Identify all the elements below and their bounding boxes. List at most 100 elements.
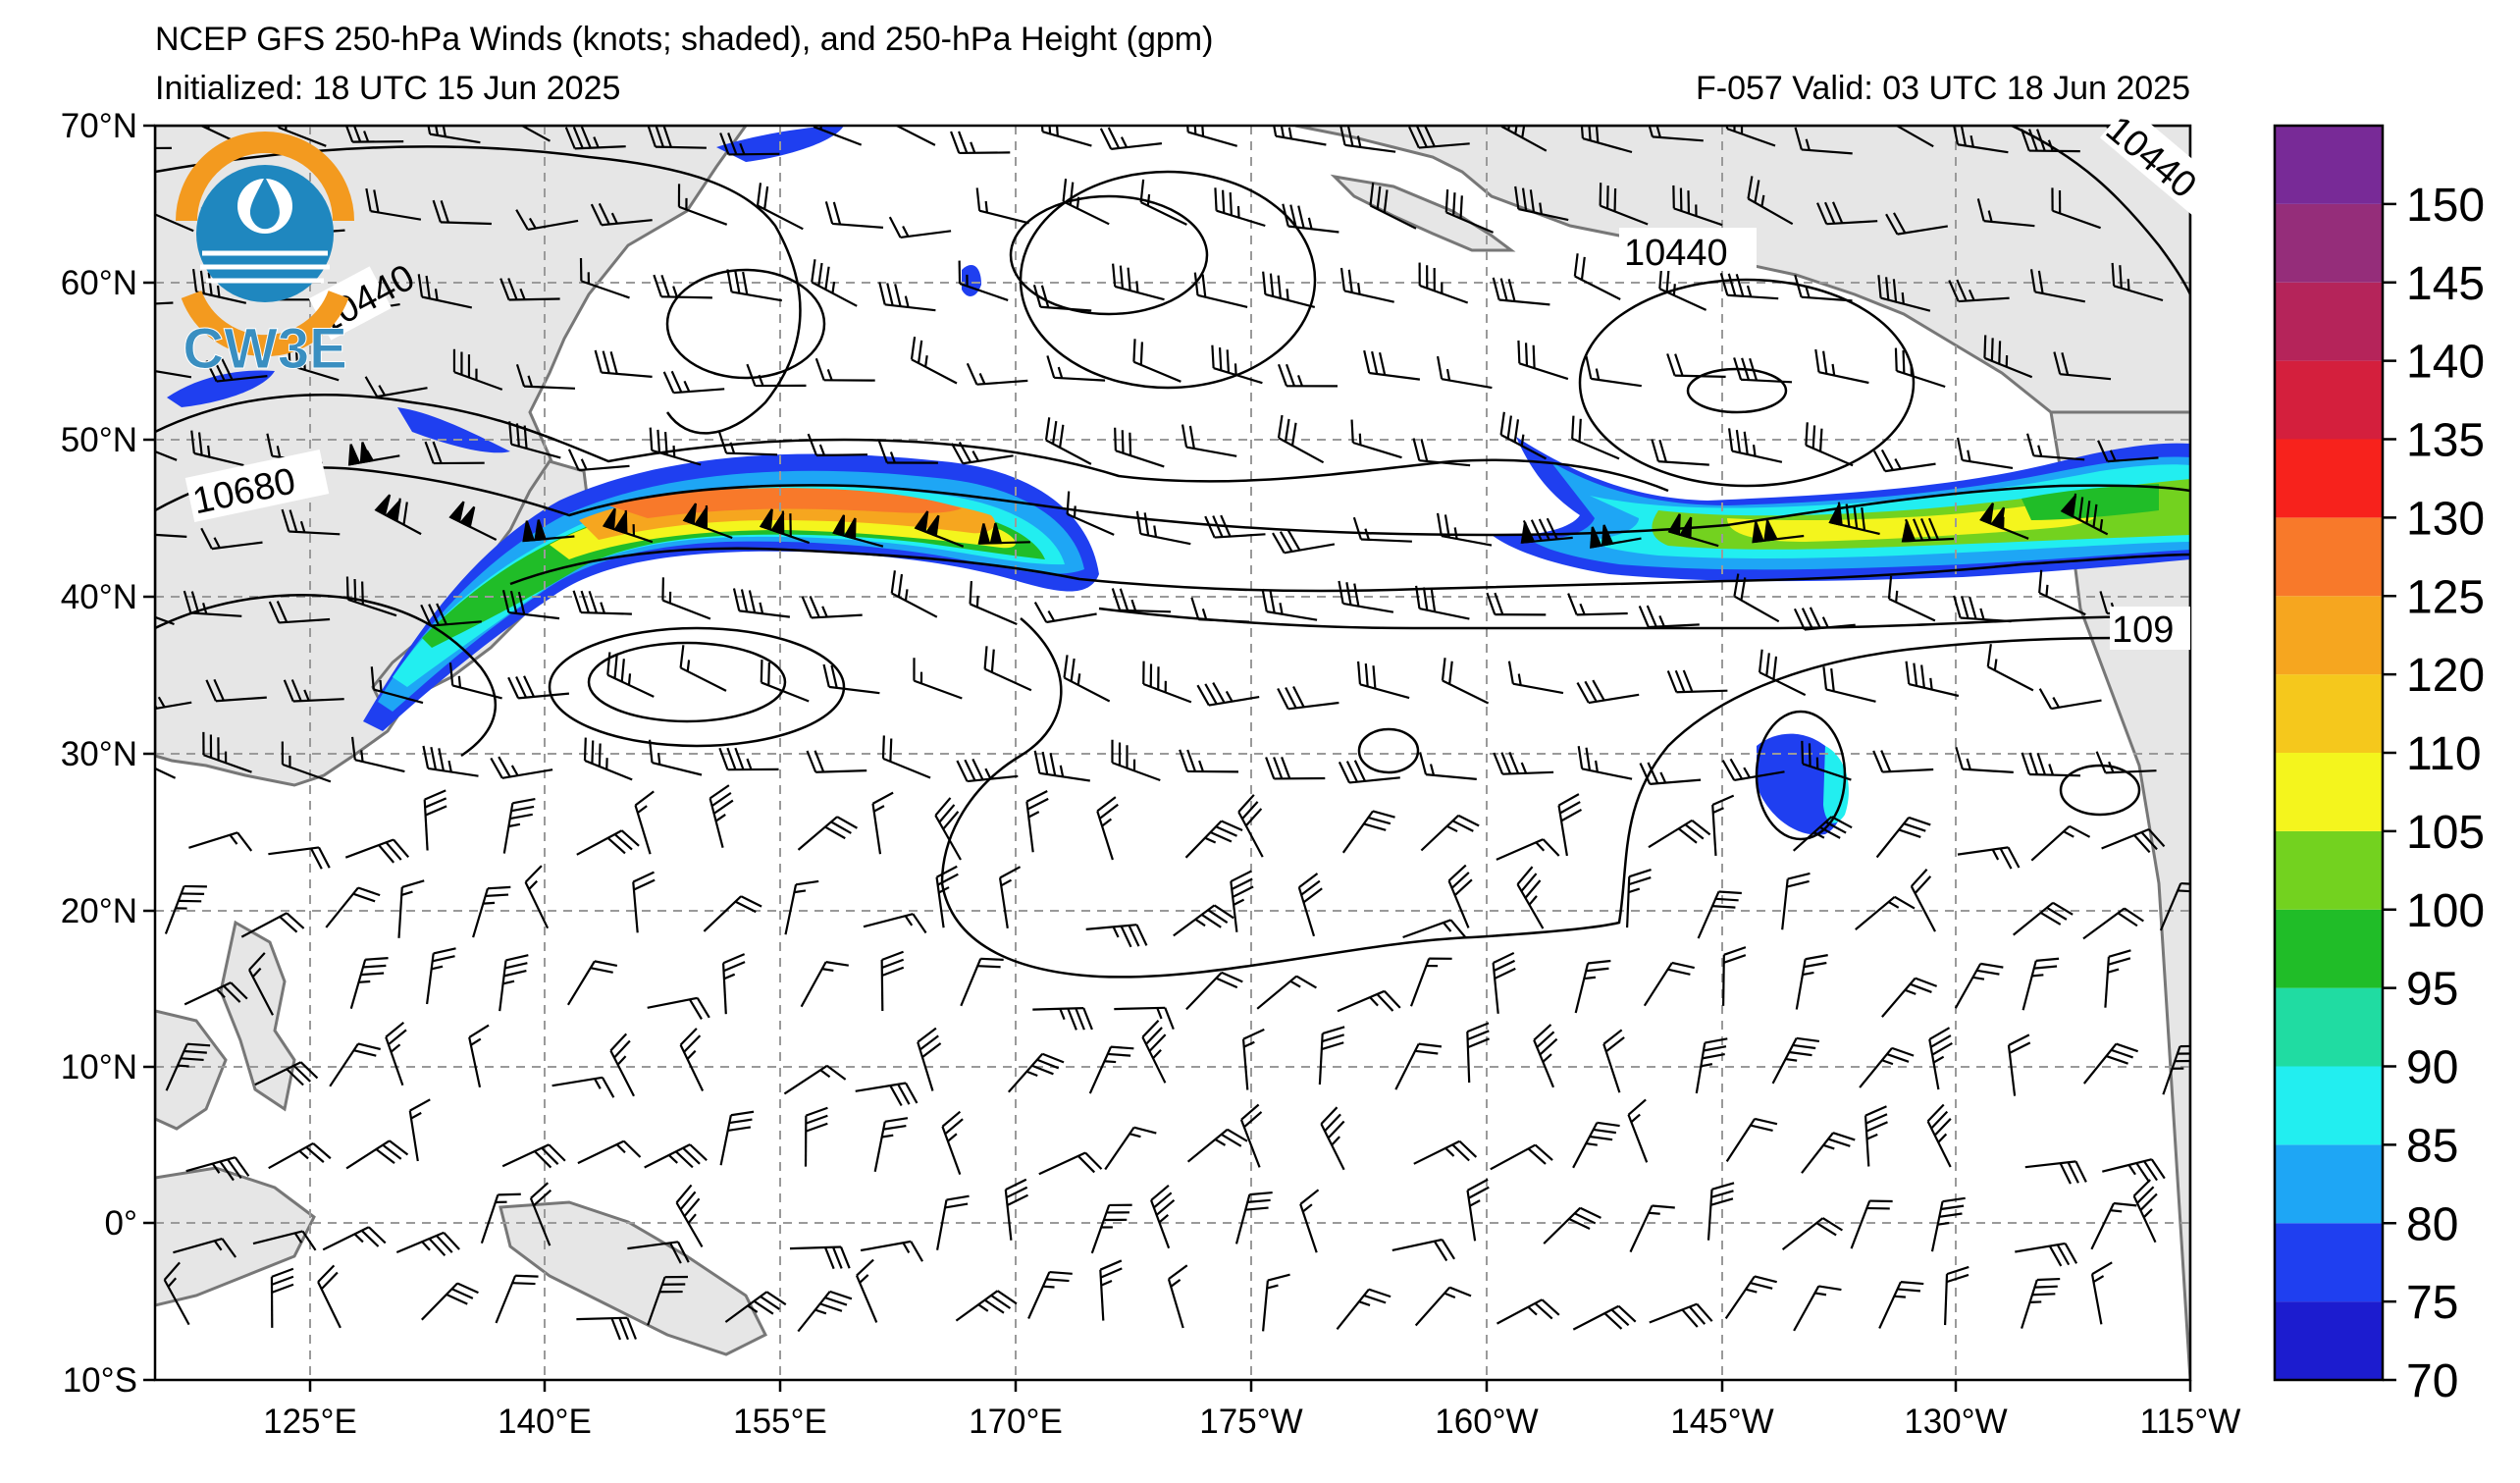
- wind-barb: [784, 879, 819, 935]
- wind-barb: [1894, 347, 1946, 389]
- wind-barb: [1492, 277, 1550, 306]
- wind-barb: [1859, 1046, 1915, 1088]
- contour-10680: [155, 466, 2190, 537]
- wind-barb: [1727, 428, 1783, 463]
- colorbar-labels: 70 75 80 85 90 95 100 105 110 120 125 130 135 140 145 1…: [2406, 180, 2485, 1407]
- wind-barb: [1141, 1020, 1167, 1084]
- lon-label: 155°E: [733, 1403, 827, 1441]
- wind-barb: [2082, 907, 2144, 940]
- wind-barb: [2021, 957, 2060, 1011]
- colorbar: [2273, 124, 2396, 1382]
- wind-barb: [1493, 752, 1554, 775]
- wind-barb: [572, 590, 632, 615]
- wind-barb: [1114, 427, 1165, 468]
- valid-time: F-057 Valid: 03 UTC 18 Jun 2025: [1696, 70, 2190, 107]
- wind-barb: [155, 606, 175, 626]
- wind-barb: [1436, 512, 1493, 547]
- wind-barb: [252, 1230, 317, 1251]
- wind-barb: [1033, 750, 1090, 782]
- jet-blob-siberia: [167, 370, 275, 407]
- contour-closed-sub-high-west-inner: [587, 641, 787, 723]
- wind-barb: [1272, 529, 1336, 555]
- wind-barb: [1112, 263, 1165, 301]
- colorbar-swatch: [2275, 674, 2383, 753]
- jet-blob-east-small: [1757, 733, 1846, 835]
- wind-barb: [1533, 1024, 1558, 1088]
- wind-barb: [350, 736, 405, 773]
- wind-barb: [1793, 1285, 1842, 1332]
- wind-barb: [205, 678, 267, 703]
- wind-barb: [1905, 661, 1960, 698]
- wind-barb: [677, 184, 728, 226]
- wind-barb: [268, 601, 331, 624]
- wind-barb: [420, 603, 482, 627]
- lon-label: 145°W: [1670, 1403, 1773, 1441]
- wind-barb: [719, 1110, 755, 1166]
- wind-barb: [1211, 344, 1263, 385]
- wind-barb: [1930, 1196, 1966, 1252]
- contour-closed-kamchatka: [665, 268, 826, 380]
- wind-barb: [448, 662, 502, 700]
- wind-barb: [1725, 1117, 1778, 1163]
- wind-barb: [797, 1290, 853, 1333]
- wind-barb: [1724, 1275, 1777, 1320]
- wind-barb: [801, 596, 863, 619]
- contour-closed-sub-high-west: [548, 626, 846, 748]
- wind-barb: [1805, 422, 1854, 467]
- wind-barb: [422, 745, 479, 777]
- wind-barb: [1204, 514, 1266, 539]
- wind-barb: [648, 739, 703, 776]
- wind-barb: [1649, 1302, 1713, 1328]
- wind-barb: [662, 370, 725, 395]
- wind-barb: [1572, 1304, 1637, 1331]
- wind-barb: [165, 1042, 211, 1091]
- wind-barb: [1230, 870, 1254, 932]
- wind-barb: [1520, 517, 1573, 544]
- lat-label: 50°N: [61, 421, 137, 459]
- wind-barb: [424, 441, 485, 465]
- wind-barb: [594, 349, 653, 378]
- wind-barb: [155, 532, 187, 538]
- wind-barb: [1408, 126, 1470, 149]
- wind-barb: [977, 522, 1030, 545]
- colorbar-swatch: [2275, 987, 2383, 1067]
- wind-barb: [281, 741, 332, 783]
- lat-lon-grid: [155, 126, 2190, 1380]
- wind-barb: [1357, 661, 1410, 700]
- wind-barb: [1928, 1027, 1953, 1090]
- wind-barb: [1672, 185, 1723, 227]
- wind-barb: [1193, 272, 1248, 308]
- wind-barb: [432, 199, 492, 226]
- wind-barb: [1088, 1045, 1134, 1094]
- wind-barb: [966, 362, 1028, 386]
- wind-barb: [950, 131, 1011, 155]
- wind-barb: [2097, 440, 2159, 463]
- colorbar-tick-label: 130: [2406, 493, 2485, 545]
- wind-barb: [490, 756, 553, 779]
- colorbar-tick-label: 70: [2406, 1355, 2458, 1407]
- wind-barb: [917, 1027, 942, 1091]
- wind-barb: [1629, 1204, 1675, 1253]
- contour-10440-north: [155, 145, 802, 435]
- wind-barb: [502, 797, 536, 854]
- wind-barb: [1986, 644, 2034, 692]
- wind-barb: [480, 1192, 521, 1245]
- wind-barb: [634, 790, 655, 855]
- wind-barb: [1639, 762, 1702, 785]
- wind-barb: [1711, 794, 1735, 856]
- wind-barb: [202, 731, 252, 773]
- wind-barb: [877, 441, 938, 464]
- wind-barb: [1032, 284, 1092, 312]
- wind-barb: [890, 570, 938, 618]
- wind-barb: [472, 885, 511, 938]
- wind-barb: [468, 1024, 490, 1088]
- wind-barb: [679, 1028, 705, 1091]
- wind-barb: [1444, 188, 1495, 234]
- wind-barb: [661, 577, 711, 620]
- logo-drop-icon: [249, 177, 280, 230]
- wind-barb: [2051, 187, 2101, 230]
- jet-blob-west-small: [397, 407, 510, 453]
- wind-barb: [824, 201, 884, 229]
- wind-barb: [969, 580, 1018, 626]
